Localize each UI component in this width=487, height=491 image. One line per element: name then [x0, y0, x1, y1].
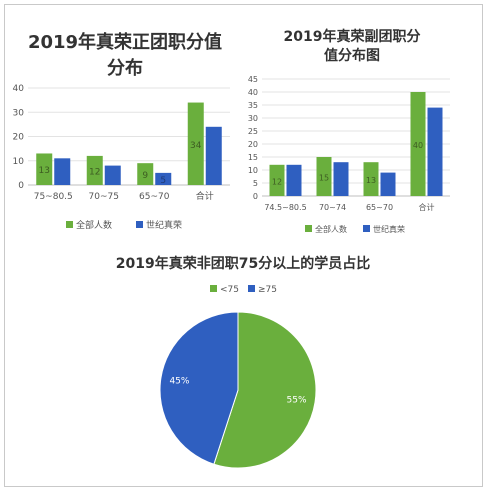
chart1-y-tick-label: 30 — [13, 108, 25, 118]
chart3-legend-swatch — [248, 285, 255, 292]
chart1-bar-century — [54, 158, 71, 185]
chart3-legend-label: ≥75 — [258, 285, 277, 295]
chart1-value-label: 5 — [160, 176, 166, 186]
chart2-bar-all — [363, 162, 379, 196]
chart1-title: 2019年真荣正团职分值 — [28, 31, 222, 53]
chart1-x-tick-label: 75~80.5 — [34, 192, 73, 202]
chart2-y-tick-label: 20 — [248, 140, 258, 149]
chart1-bar-all — [36, 153, 53, 185]
chart1-y-tick-label: 10 — [13, 157, 25, 167]
chart1-x-tick-label: 合计 — [196, 190, 214, 202]
chart1-y-tick-label: 40 — [13, 84, 25, 94]
chart3-legend-label: <75 — [220, 285, 239, 295]
chart1-y-tick-label: 20 — [13, 133, 25, 143]
chart1-bar-century — [155, 172, 172, 185]
chart1-bar-century — [205, 126, 222, 185]
chart1-x-tick-label: 65~70 — [139, 192, 170, 202]
chart2-bar-all — [316, 157, 332, 196]
chart2-x-tick-label: 65~70 — [366, 203, 393, 212]
chart2-bar-century — [380, 172, 396, 196]
chart3-title: 2019年真荣非团职75分以上的学员占比 — [116, 255, 370, 272]
chart2-legend-swatch — [305, 225, 312, 232]
figure-frame — [4, 4, 483, 487]
chart2-x-tick-label: 70~74 — [319, 203, 346, 212]
chart1-legend-label: 世纪真荣 — [146, 219, 182, 231]
chart2-y-tick-label: 30 — [248, 114, 258, 123]
chart1-legend-swatch — [136, 221, 143, 228]
chart2-value-label: 12 — [272, 177, 282, 186]
chart2-x-tick-label: 74.5~80.5 — [264, 203, 306, 212]
chart2-y-tick-label: 25 — [248, 127, 258, 136]
chart1-bar-all — [137, 163, 154, 185]
chart2-bar-century — [333, 162, 349, 196]
chart2-bar-century — [286, 164, 302, 196]
chart2-legend-label: 世纪真荣 — [373, 224, 405, 234]
chart2-y-tick-label: 40 — [248, 88, 258, 97]
chart3-slice-below-75 — [213, 311, 317, 469]
chart1-value-label: 9 — [142, 171, 148, 181]
chart2-legend-label: 全部人数 — [315, 224, 347, 234]
chart1-bar-all — [187, 102, 204, 185]
chart1-y-tick-label: 0 — [18, 181, 24, 191]
chart2-y-tick-label: 10 — [248, 166, 258, 175]
chart1-legend-label: 全部人数 — [76, 219, 112, 231]
chart2-title: 2019年真荣副团职分 — [284, 28, 421, 45]
chart2-value-label: 13 — [366, 176, 376, 185]
chart2-y-tick-label: 15 — [248, 153, 258, 162]
chart3-slice-at-least-75 — [159, 311, 239, 465]
chart1-bar-century — [104, 165, 121, 185]
chart1-x-tick-label: 70~75 — [89, 192, 119, 202]
chart2-y-tick-label: 5 — [253, 179, 258, 188]
chart3-slice-label: 45% — [169, 377, 189, 387]
chart2-value-label: 40 — [413, 141, 423, 150]
chart1-legend-swatch — [66, 221, 73, 228]
chart3-legend-swatch — [210, 285, 217, 292]
chart2-legend-swatch — [363, 225, 370, 232]
chart2-bar-all — [410, 92, 426, 196]
chart1-value-label: 34 — [190, 141, 202, 151]
chart2-title: 值分布图 — [324, 47, 380, 64]
chart2-y-tick-label: 35 — [248, 101, 258, 110]
chart2-y-tick-label: 45 — [248, 75, 258, 84]
chart2-value-label: 15 — [319, 174, 329, 183]
chart2-bar-century — [427, 107, 443, 196]
chart2-y-tick-label: 0 — [253, 192, 258, 201]
chart2-x-tick-label: 合计 — [419, 202, 435, 212]
chart3-slice-label: 55% — [287, 395, 307, 405]
chart1-title: 分布 — [107, 57, 143, 79]
chart2-bar-all — [269, 164, 285, 196]
chart1-bar-all — [86, 155, 103, 185]
chart1-value-label: 13 — [39, 166, 50, 176]
chart1-value-label: 12 — [89, 167, 100, 177]
